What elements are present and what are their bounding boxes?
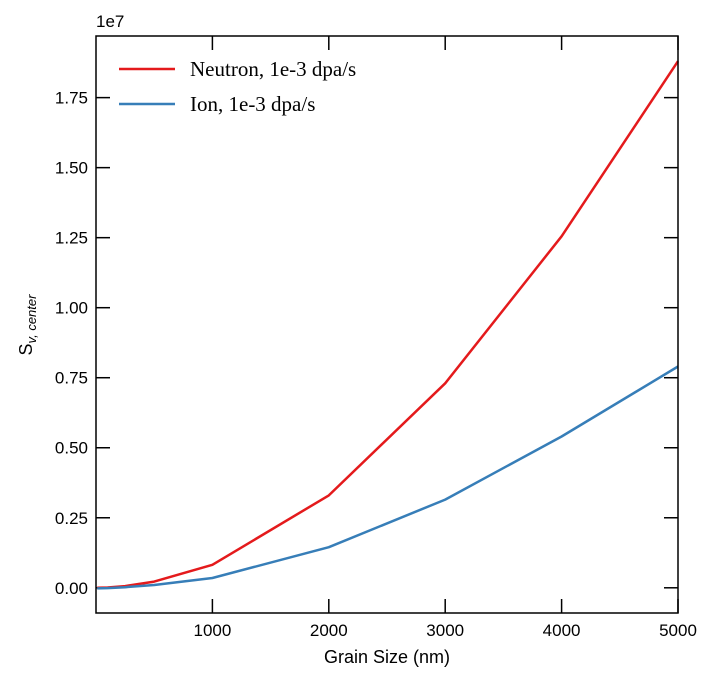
series-line-1	[97, 365, 679, 590]
x-axis-label: Grain Size (nm)	[324, 647, 450, 667]
y-tick-label: 1.25	[55, 229, 88, 248]
y-offset-label: 1e7	[96, 12, 124, 31]
x-tick-label: 3000	[426, 621, 464, 640]
svg-text:Sv, center: Sv, center	[16, 294, 39, 356]
x-tick-label: 1000	[193, 621, 231, 640]
legend-label-0: Neutron, 1e-3 dpa/s	[190, 57, 356, 81]
x-tick-label: 4000	[543, 621, 581, 640]
legend: Neutron, 1e-3 dpa/s Ion, 1e-3 dpa/s	[119, 57, 356, 116]
y-tick-label: 0.50	[55, 439, 88, 458]
y-tick-label: 0.25	[55, 509, 88, 528]
x-tick-label: 2000	[310, 621, 348, 640]
y-axis-label-sub: v, center	[24, 294, 39, 344]
y-tick-label: 1.75	[55, 89, 88, 108]
plot-frame	[95, 35, 679, 614]
series-lines	[97, 60, 680, 590]
y-axis-label: Sv, center	[16, 294, 39, 356]
y-tick-label: 0.75	[55, 369, 88, 388]
series-line-0	[97, 60, 680, 589]
y-tick-label: 0.00	[55, 579, 88, 598]
y-axis-label-main: S	[16, 343, 36, 355]
y-tick-label: 1.50	[55, 159, 88, 178]
y-tick-label: 1.00	[55, 299, 88, 318]
legend-label-1: Ion, 1e-3 dpa/s	[190, 92, 315, 116]
ticks: 1000 2000 3000 4000 5000 0.00 0.25 0.50 0.75 1.00…	[55, 36, 697, 640]
x-tick-label: 5000	[659, 621, 697, 640]
